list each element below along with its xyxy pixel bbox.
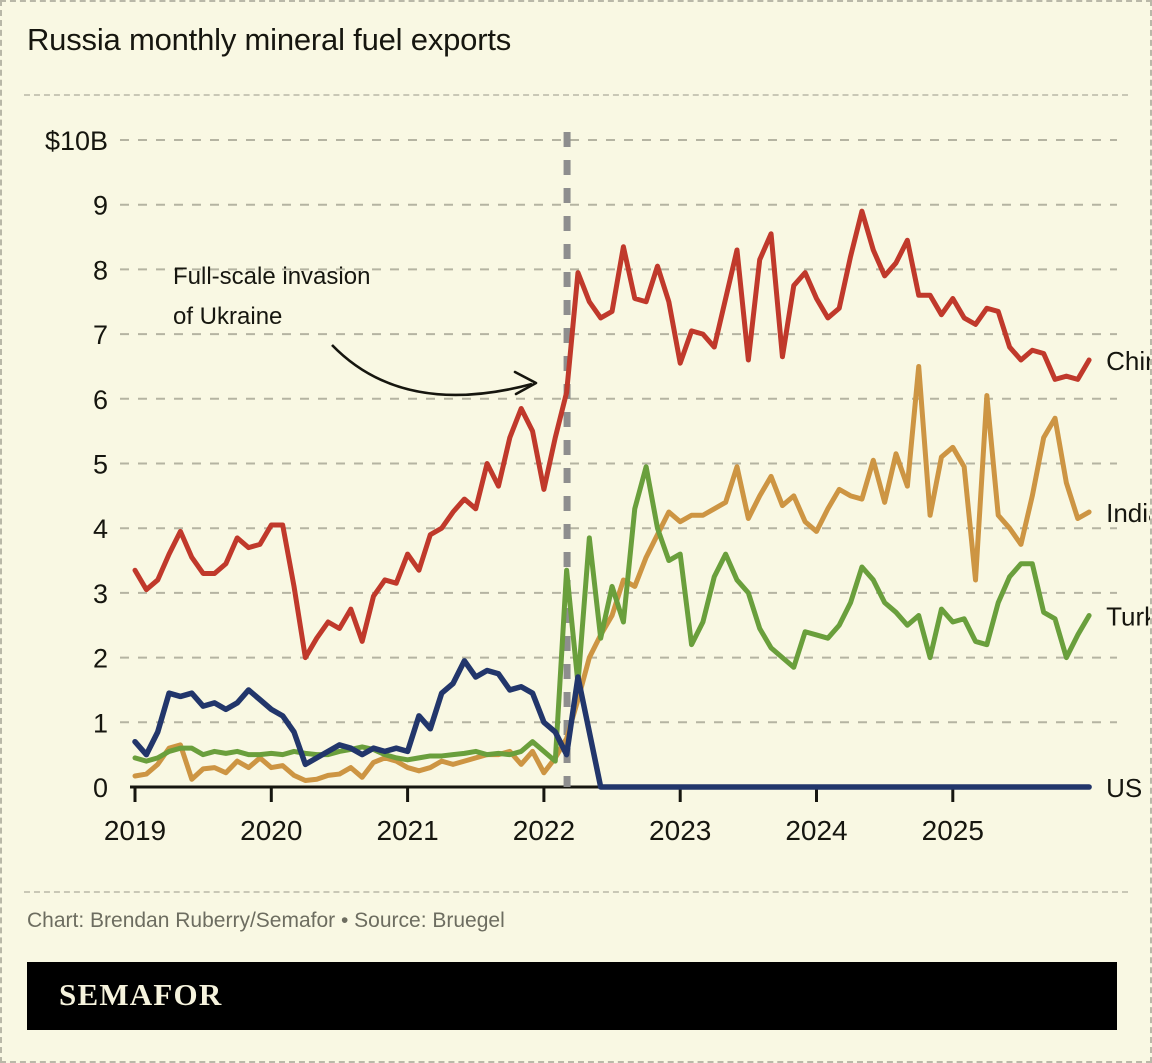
y-axis-tick-label: 6: [93, 385, 108, 415]
x-axis-tick-marks: [133, 788, 955, 802]
divider-bottom: [24, 891, 1128, 893]
y-axis-tick-label: 8: [93, 255, 108, 285]
y-axis-tick-label: 2: [93, 644, 108, 674]
series-line-china: [132, 208, 1092, 661]
x-axis-tick-label: 2022: [513, 815, 575, 846]
series-line-india: [132, 363, 1092, 784]
annotation-arrow-icon: [331, 344, 533, 397]
y-axis-tick-label: 0: [93, 773, 108, 803]
page-title: Russia monthly mineral fuel exports: [27, 22, 512, 57]
y-axis-tick-label: 1: [93, 708, 108, 738]
y-axis-tick-labels: 0 1 2 3 4 5 6 7 8 9 $10B: [45, 126, 108, 803]
y-axis-tick-label: $10B: [45, 126, 108, 156]
annotation-line-1: Full-scale invasion: [173, 263, 370, 290]
series-line-turkey: [132, 464, 1092, 764]
chart-credit: Chart: Brendan Ruberry/Semafor • Source:…: [27, 909, 505, 932]
x-axis-tick-label: 2023: [649, 815, 711, 846]
y-axis-tick-label: 5: [93, 450, 108, 480]
series-label-us: US: [1106, 773, 1142, 803]
brand-wordmark: SEMAFOR: [59, 977, 223, 1012]
gridlines: [120, 139, 1117, 724]
x-axis-tick-label: 2024: [785, 815, 847, 846]
series-label-china: China: [1106, 346, 1152, 376]
y-axis-tick-label: 4: [93, 514, 108, 544]
series-lines: [132, 208, 1092, 790]
annotation-line-2: of Ukraine: [173, 303, 282, 330]
series-line-us: [132, 658, 1092, 790]
annotation-arrowhead-icon: [513, 370, 538, 396]
annotation-group: Full-scale invasion of Ukraine: [173, 263, 538, 397]
divider-top: [24, 94, 1128, 96]
x-axis-tick-label: 2025: [922, 815, 984, 846]
y-axis-tick-label: 9: [93, 191, 108, 221]
y-axis-tick-label: 7: [93, 320, 108, 350]
x-axis-tick-labels: 2019 2020 2021 2022 2023 2024 2025: [104, 815, 984, 846]
brand-bar: SEMAFOR: [27, 962, 1117, 1030]
series-label-india: India: [1106, 498, 1152, 528]
x-axis-tick-label: 2019: [104, 815, 166, 846]
y-axis-tick-label: 3: [93, 579, 108, 609]
x-axis-tick-label: 2021: [376, 815, 438, 846]
series-end-labels: China India Turkey US: [1106, 346, 1152, 803]
series-label-turkey: Turkey: [1106, 602, 1152, 632]
x-axis-tick-label: 2020: [240, 815, 302, 846]
